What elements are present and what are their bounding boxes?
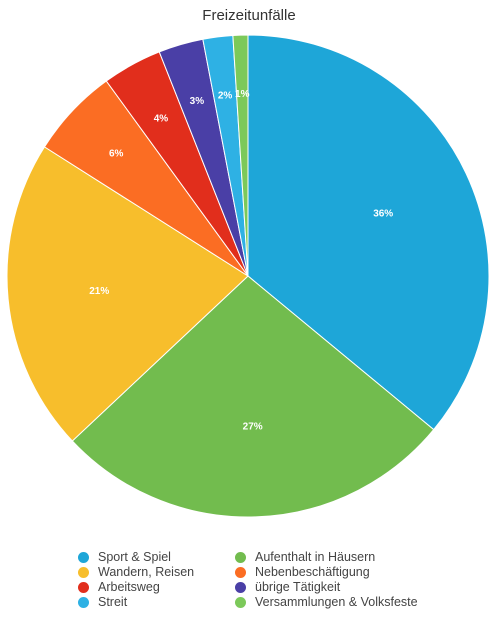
- legend-marker: [235, 582, 246, 593]
- slice-label-6: 2%: [218, 90, 233, 101]
- pie-slice-0: [247, 34, 490, 431]
- legend-item[interactable]: Nebenbeschäftigung: [235, 565, 418, 580]
- legend-label: übrige Tätigkeit: [255, 580, 341, 594]
- legend-label: Nebenbeschäftigung: [255, 565, 370, 579]
- legend-item[interactable]: Wandern, Reisen: [78, 565, 194, 580]
- legend-marker: [78, 552, 89, 563]
- legend-marker: [78, 597, 89, 608]
- slice-label-1: 27%: [243, 421, 263, 432]
- legend-marker: [235, 567, 246, 578]
- legend-item[interactable]: Versammlungen & Volksfeste: [235, 595, 418, 610]
- pie-slice-2: [6, 146, 249, 442]
- pie-slice-7: [232, 34, 249, 277]
- legend-label: Wandern, Reisen: [98, 565, 195, 579]
- legend-column-left: Sport & Spiel Wandern, Reisen Arbeitsweg St…: [78, 550, 194, 610]
- legend-marker: [78, 582, 89, 593]
- chart-title: Freizeitunfälle: [202, 7, 296, 24]
- slice-label-4: 4%: [154, 114, 169, 125]
- pie-chart: 36% 27% 21% 6% 4% 3% 2% 1%: [6, 34, 490, 518]
- legend-item[interactable]: Streit: [78, 595, 194, 610]
- legend-column-right: Aufenthalt in Häusern Nebenbeschäftigung ü…: [235, 550, 418, 610]
- slice-label-0: 36%: [373, 208, 393, 219]
- legend-item[interactable]: Arbeitsweg: [78, 580, 194, 595]
- legend-marker: [235, 552, 246, 563]
- pie-slice-1: [71, 275, 435, 518]
- slice-label-3: 6%: [109, 148, 124, 159]
- legend-label: Sport & Spiel: [98, 550, 171, 564]
- legend-label: Arbeitsweg: [98, 580, 160, 594]
- legend-item[interactable]: Sport & Spiel: [78, 550, 194, 565]
- legend-label: Versammlungen & Volksfeste: [255, 595, 418, 609]
- legend-marker: [235, 597, 246, 608]
- legend-label: Aufenthalt in Häusern: [255, 550, 376, 564]
- legend-marker: [78, 567, 89, 578]
- slice-label-2: 21%: [89, 286, 109, 297]
- slice-label-5: 3%: [190, 96, 205, 107]
- legend-item[interactable]: Aufenthalt in Häusern: [235, 550, 418, 565]
- slice-label-7: 1%: [235, 89, 250, 100]
- legend-label: Streit: [98, 595, 128, 609]
- legend-item[interactable]: übrige Tätigkeit: [235, 580, 418, 595]
